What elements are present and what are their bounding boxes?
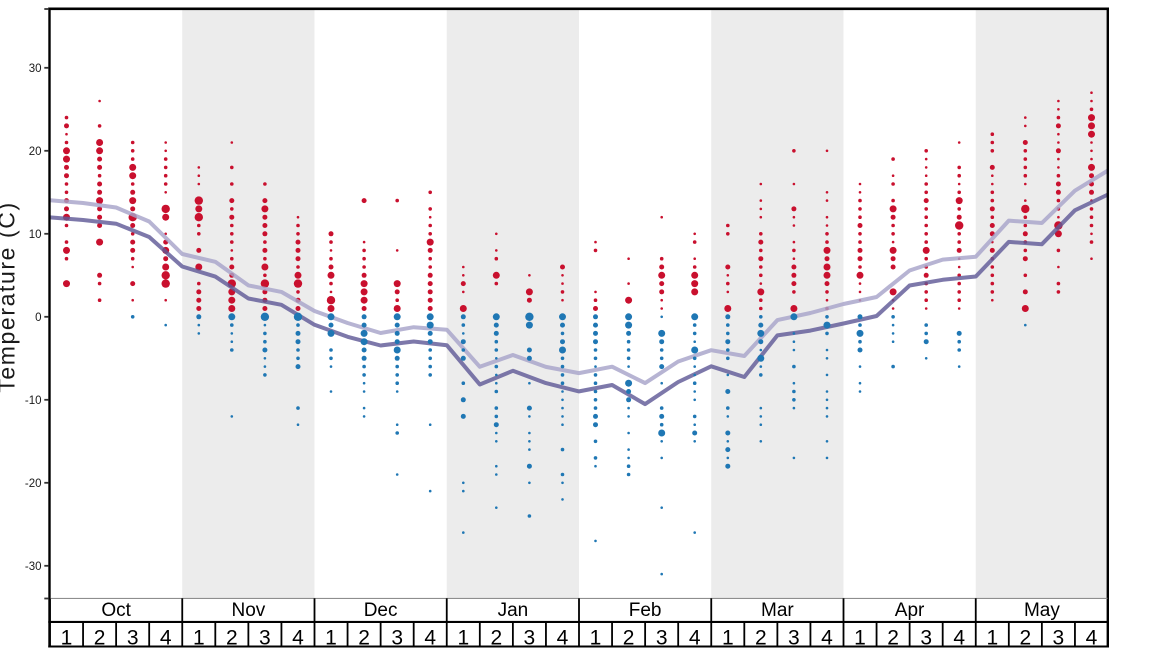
svg-text:20: 20 [29,146,42,158]
svg-text:1: 1 [722,627,734,648]
svg-text:4: 4 [821,627,833,648]
svg-text:4: 4 [424,627,436,648]
svg-text:-20: -20 [25,478,42,490]
svg-text:2: 2 [358,627,370,648]
svg-text:3: 3 [920,627,932,648]
svg-text:Nov: Nov [232,600,266,621]
svg-text:0: 0 [35,312,41,324]
svg-text:4: 4 [557,627,569,648]
svg-text:2: 2 [226,627,238,648]
svg-text:1: 1 [986,627,998,648]
svg-text:Apr: Apr [895,600,925,621]
svg-text:Dec: Dec [364,600,398,621]
svg-text:2: 2 [623,627,635,648]
svg-text:4: 4 [292,627,304,648]
svg-text:May: May [1024,600,1060,621]
svg-text:2: 2 [490,627,502,648]
svg-text:1: 1 [325,627,337,648]
svg-text:4: 4 [160,627,172,648]
svg-text:2: 2 [887,627,899,648]
svg-text:Feb: Feb [629,600,662,621]
svg-text:3: 3 [1053,627,1065,648]
svg-text:3: 3 [391,627,403,648]
svg-text:-30: -30 [25,561,42,573]
svg-text:3: 3 [524,627,536,648]
svg-text:30: 30 [29,63,42,75]
svg-text:4: 4 [953,627,965,648]
svg-text:2: 2 [1019,627,1031,648]
svg-text:3: 3 [259,627,271,648]
svg-text:3: 3 [788,627,800,648]
svg-text:Jan: Jan [498,600,529,621]
svg-text:2: 2 [94,627,106,648]
svg-text:3: 3 [656,627,668,648]
svg-text:4: 4 [1086,627,1098,648]
svg-text:-10: -10 [25,395,42,407]
svg-text:1: 1 [590,627,602,648]
svg-text:Mar: Mar [761,600,794,621]
svg-text:Oct: Oct [101,600,131,621]
svg-text:2: 2 [755,627,767,648]
svg-text:1: 1 [193,627,205,648]
svg-text:10: 10 [29,229,42,241]
svg-text:3: 3 [127,627,139,648]
svg-text:1: 1 [457,627,469,648]
svg-text:Temperature (C): Temperature (C) [0,201,20,392]
svg-text:1: 1 [61,627,73,648]
svg-text:4: 4 [689,627,701,648]
svg-text:1: 1 [854,627,866,648]
